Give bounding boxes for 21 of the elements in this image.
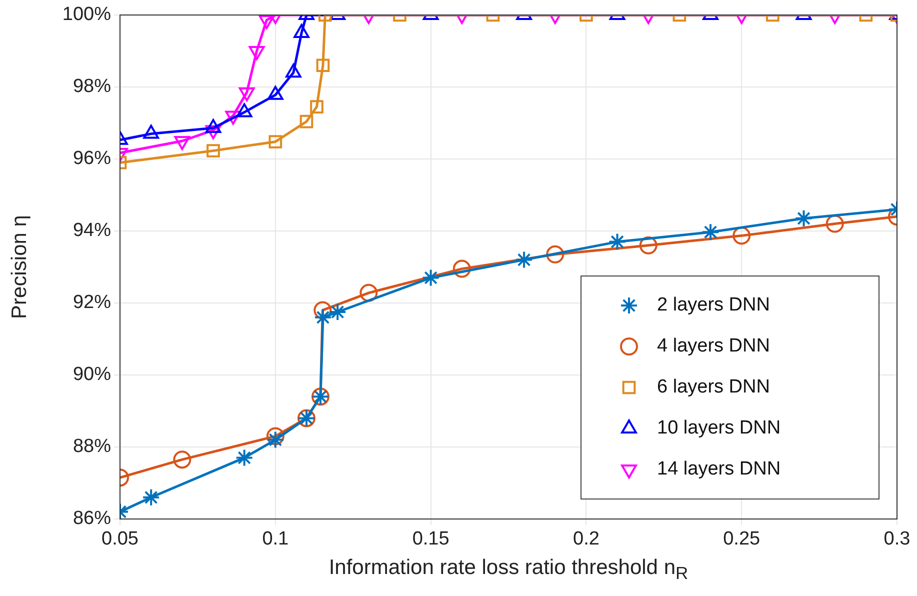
x-tick-label: 0.3 <box>884 528 910 550</box>
y-tick-label: 90% <box>72 364 112 386</box>
y-axis-title: Precision η <box>8 215 32 319</box>
x-tick-label: 0.1 <box>262 528 289 550</box>
legend-label: 14 layers DNN <box>657 458 781 480</box>
legend-label: 2 layers DNN <box>657 294 770 316</box>
x-axis-title: Information rate loss ratio threshold n$_{R}$ <box>328 556 690 584</box>
x-tick-label: 0.25 <box>723 528 760 550</box>
legend-label: 10 layers DNN <box>657 418 781 439</box>
y-tick-label: 88% <box>72 436 112 458</box>
y-tick-label: 100% <box>62 4 112 26</box>
x-tick-label: 0.05 <box>102 528 138 550</box>
x-tick-label: 0.15 <box>412 528 450 550</box>
y-tick-label: 98% <box>72 76 112 98</box>
legend-label: 6 layers DNN <box>657 376 770 398</box>
y-tick-label: 92% <box>72 292 112 314</box>
legend-label: 4 layers DNN <box>657 336 770 357</box>
y-tick-label: 96% <box>72 148 112 170</box>
y-tick-label: 94% <box>72 220 112 242</box>
x-tick-label: 0.2 <box>572 528 600 550</box>
y-tick-label: 86% <box>72 508 112 530</box>
